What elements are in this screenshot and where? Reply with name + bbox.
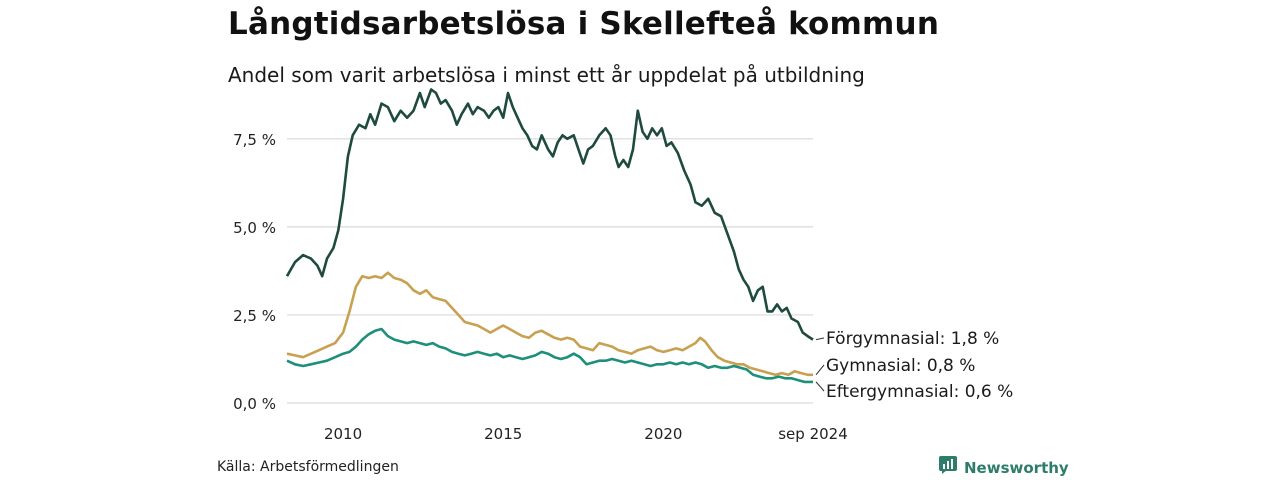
source-note: Källa: Arbetsförmedlingen [217, 459, 399, 475]
series-line-gymnasial [286, 271, 813, 377]
y-tick-label: 5,0 % [233, 219, 276, 237]
x-tick-label: sep 2024 [778, 425, 848, 443]
page-title: Långtidsarbetslösa i Skellefteå kommun [228, 6, 940, 42]
y-tick-label: 2,5 % [233, 307, 276, 325]
end-labels: Förgymnasial: 1,8 % Gymnasial: 0,8 % Efter… [815, 329, 1013, 402]
x-tick-label: 2015 [484, 425, 522, 443]
y-axis-tick-labels: 0,0 % 2,5 % 5,0 % 7,5 % [233, 131, 276, 413]
x-axis-tick-labels: 2010 2015 2020 sep 2024 [324, 425, 848, 443]
x-tick-label: 2020 [644, 425, 682, 443]
y-tick-label: 7,5 % [233, 131, 276, 149]
leader-line [815, 337, 825, 341]
page-subtitle: Andel som varit arbetslösa i minst ett å… [228, 63, 865, 87]
series-end-label: Förgymnasial: 1,8 % [826, 329, 999, 349]
series-lines [285, 88, 814, 384]
y-tick-label: 0,0 % [233, 395, 276, 413]
series-line-forgymnasial [285, 88, 814, 341]
brand-logo: Newsworthy [938, 455, 1069, 480]
leader-line [815, 381, 825, 392]
series-end-label: Eftergymnasial: 0,6 % [826, 382, 1013, 402]
x-tick-label: 2010 [324, 425, 362, 443]
brand-name: Newsworthy [964, 458, 1069, 477]
bar-chart-speech-bubble-icon [938, 455, 958, 480]
series-line-eftergymnasial [286, 327, 813, 384]
leader-line [815, 364, 825, 376]
series-end-label: Gymnasial: 0,8 % [826, 356, 975, 376]
